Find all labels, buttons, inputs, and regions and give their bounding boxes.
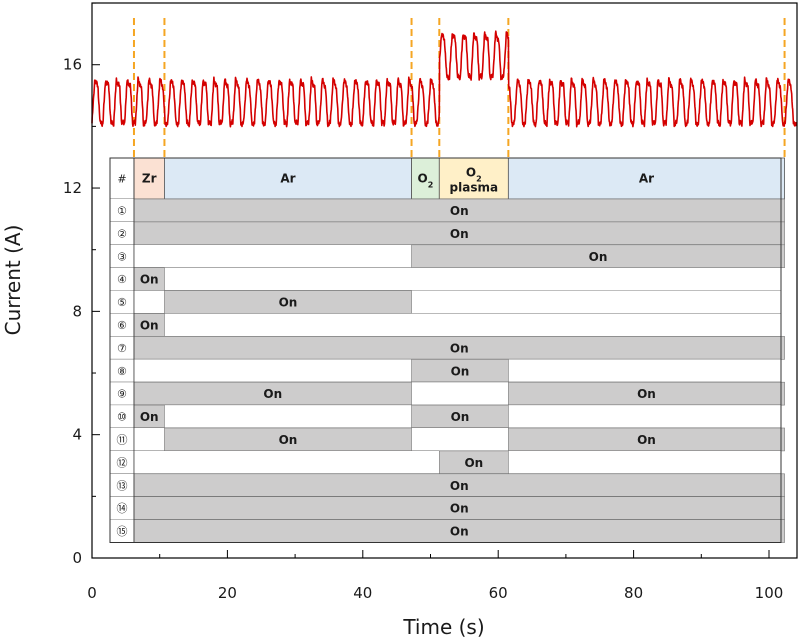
x-tick-label: 80 xyxy=(624,584,643,602)
row-number: ⑥ xyxy=(117,319,127,332)
row-number: ⑫ xyxy=(116,456,127,469)
row-number: ⑮ xyxy=(116,525,127,538)
y-tick-label: 12 xyxy=(63,179,82,197)
table-row xyxy=(110,267,781,291)
row-number: ⑤ xyxy=(117,296,127,309)
on-label: On xyxy=(450,525,469,539)
valve-state-table: # Zr Ar O2O2plasmaArOn①On②On③On④On⑤On⑥On⑦On… xyxy=(109,157,785,543)
row-number: ⑨ xyxy=(117,388,127,401)
y-tick-label: 0 xyxy=(72,549,82,567)
y-axis-label: Current (A) xyxy=(1,225,25,336)
current-line xyxy=(91,30,797,128)
plot-frame xyxy=(91,2,798,559)
phase-header-label: Ar xyxy=(639,172,654,186)
row-number: ⑪ xyxy=(116,433,127,446)
on-label: On xyxy=(451,410,470,424)
axes: 0 20 40 60 80 100 0 4 8 12 16 xyxy=(63,2,784,602)
row-number: ⑦ xyxy=(117,342,127,355)
on-label: On xyxy=(450,479,469,493)
current-series xyxy=(91,30,797,128)
table-border xyxy=(109,157,782,543)
on-label: On xyxy=(140,410,159,424)
on-label: On xyxy=(140,318,159,332)
on-label: On xyxy=(450,341,469,355)
row-number: ⑭ xyxy=(116,502,127,515)
x-tick-label: 0 xyxy=(87,584,97,602)
x-tick-label: 60 xyxy=(489,584,508,602)
row-number: ④ xyxy=(117,273,127,286)
table-row xyxy=(110,313,781,337)
on-label: On xyxy=(637,433,656,447)
y-tick-label: 4 xyxy=(72,426,82,444)
on-label: On xyxy=(450,204,469,218)
on-label: On xyxy=(279,296,298,310)
on-label: On xyxy=(450,502,469,516)
phase-header-label-line2: plasma xyxy=(450,181,499,195)
row-number: ⑧ xyxy=(117,365,127,378)
phase-header-label: Zr xyxy=(142,172,157,186)
phase-header-cell xyxy=(133,157,165,200)
on-label: On xyxy=(451,364,470,378)
on-label: On xyxy=(140,273,159,287)
table-header-symbol: # xyxy=(117,173,126,186)
row-number: ⑩ xyxy=(117,411,127,424)
x-tick-label: 100 xyxy=(755,584,784,602)
phase-header-cell xyxy=(507,157,785,200)
row-number: ③ xyxy=(117,250,127,263)
row-number: ① xyxy=(117,204,127,217)
phase-header-cell xyxy=(411,157,440,200)
row-number: ⑬ xyxy=(116,479,127,492)
row-number: ② xyxy=(117,227,127,240)
x-axis-label: Time (s) xyxy=(402,615,484,639)
x-tick-label: 40 xyxy=(353,584,372,602)
on-label: On xyxy=(279,433,298,447)
on-label: On xyxy=(450,227,469,241)
on-label: On xyxy=(589,250,608,264)
on-label: On xyxy=(464,456,483,470)
phase-header-label: Ar xyxy=(280,172,295,186)
y-tick-label: 8 xyxy=(72,302,82,320)
y-tick-label: 16 xyxy=(63,56,82,74)
on-label: On xyxy=(637,387,656,401)
on-label: On xyxy=(263,387,282,401)
phase-boundary-lines xyxy=(132,18,786,158)
x-tick-label: 20 xyxy=(218,584,237,602)
